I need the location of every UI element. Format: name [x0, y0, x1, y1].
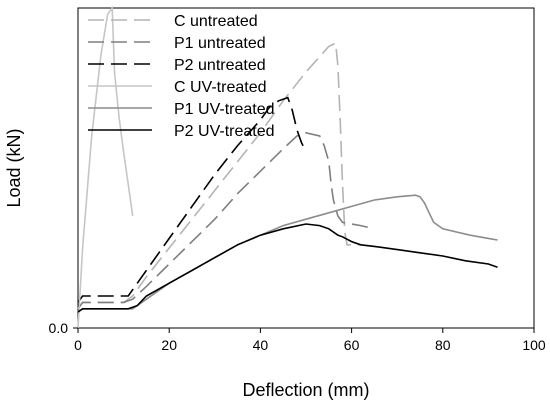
series-line-5	[77, 194, 498, 313]
x-tick-label: 60	[344, 337, 360, 353]
plot-area	[77, 5, 498, 329]
series-line-2	[77, 131, 375, 310]
series-line-6	[77, 223, 498, 313]
x-tick-label: 80	[435, 337, 451, 353]
legend: C untreated P1 untreated P2 untreated C UV-…	[88, 13, 275, 140]
legend-label-3: P2 untreated	[174, 57, 266, 74]
legend-label-4: C UV-treated	[174, 79, 266, 96]
series-line-1	[77, 41, 361, 310]
x-axis-label: Deflection (mm)	[242, 380, 369, 400]
legend-label-6: P2 UV-treated	[174, 123, 275, 140]
axes: 0 20 40 60 80 100 0.0	[49, 320, 546, 353]
x-tick-label: 40	[253, 337, 269, 353]
legend-label-1: C untreated	[174, 13, 258, 30]
x-tick-label: 20	[161, 337, 177, 353]
series-line-4	[77, 5, 134, 329]
plot-frame	[77, 7, 535, 329]
series-line-3	[77, 96, 307, 303]
y-axis-label: Load (kN)	[4, 128, 24, 207]
x-tick-label: 100	[522, 337, 546, 353]
legend-label-5: P1 UV-treated	[174, 101, 275, 118]
y-tick-label: 0.0	[49, 320, 69, 336]
legend-label-2: P1 untreated	[174, 35, 266, 52]
x-tick-label: 0	[74, 337, 82, 353]
